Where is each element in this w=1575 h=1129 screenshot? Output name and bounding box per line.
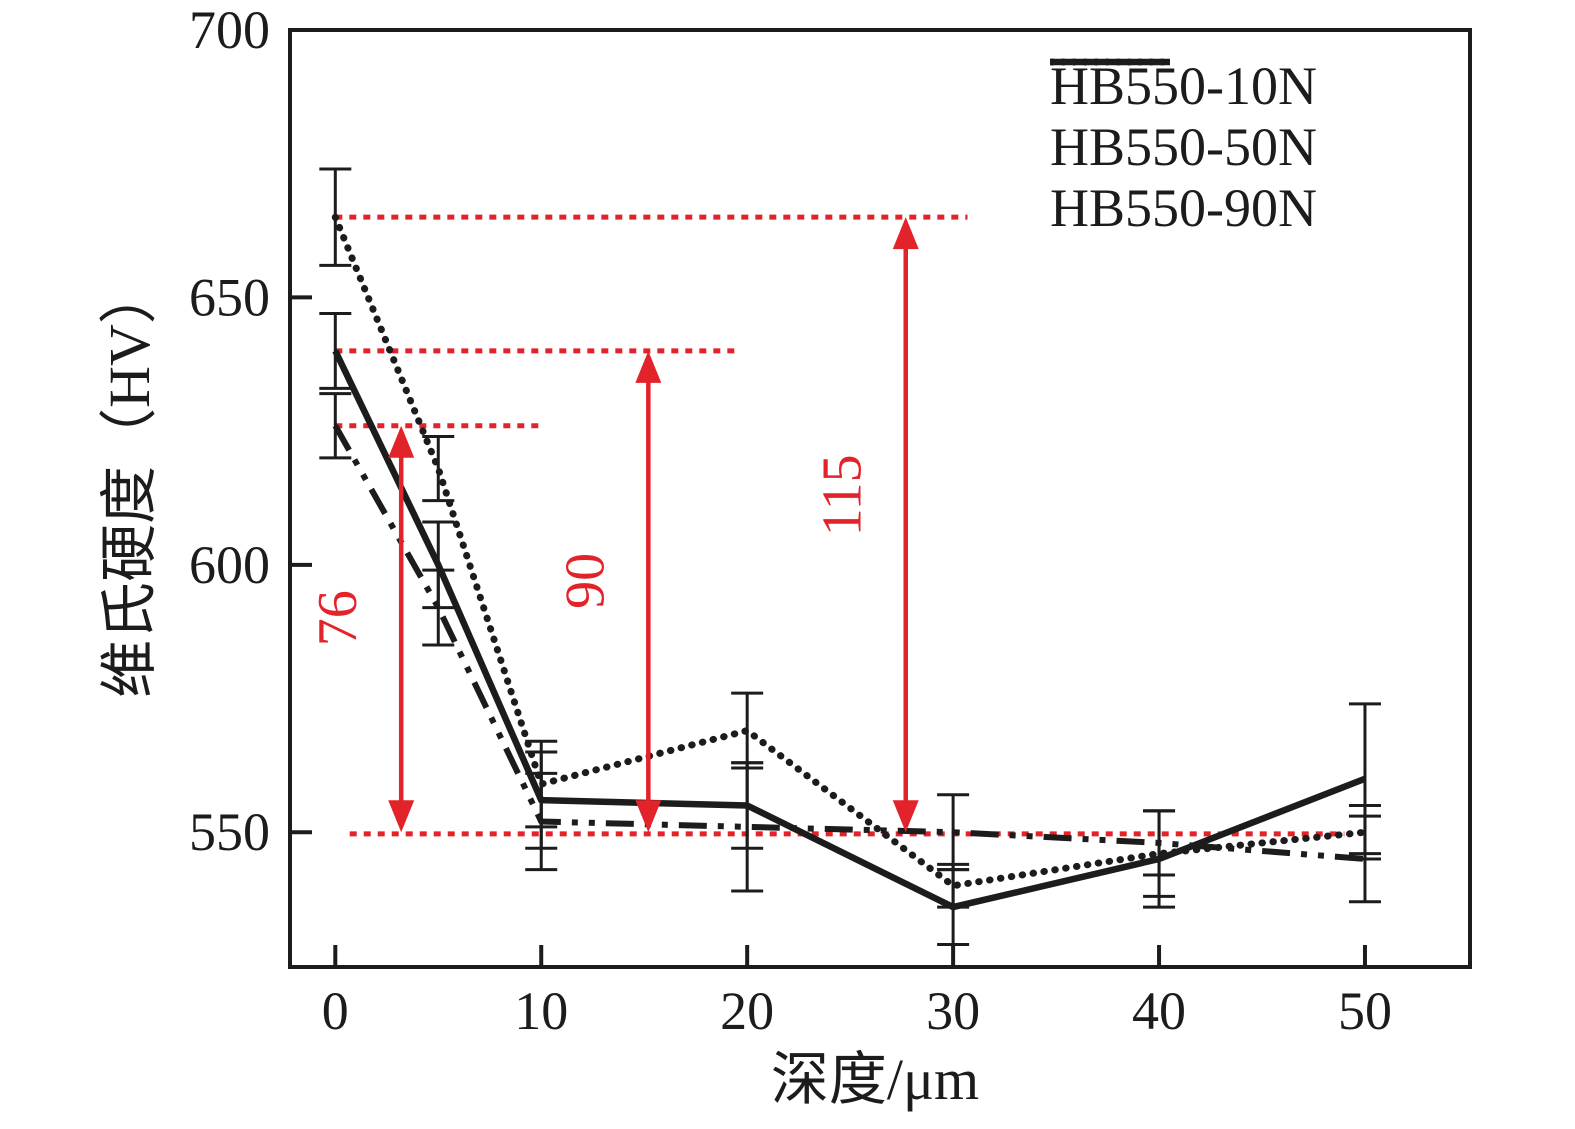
y-tick-label: 600 (189, 535, 270, 595)
legend-label: HB550-90N (1050, 178, 1317, 238)
y-tick-label: 650 (189, 267, 270, 327)
legend-label: HB550-50N (1050, 117, 1317, 177)
legend-item-hb550-90n: HB550-90N (1050, 58, 1317, 239)
y-tick-label: 700 (189, 0, 270, 60)
legend-label: HB550-10N (1050, 56, 1317, 116)
x-tick-label: 20 (720, 981, 774, 1041)
plot-border (288, 28, 1472, 969)
arrow-down-icon (635, 800, 662, 833)
legend-line-dotted-icon (1050, 58, 1170, 66)
legend: HB550-10N HB550-50N HB550-90N (1050, 56, 1317, 239)
annotation-value-label: 90 (554, 553, 616, 609)
arrow-down-icon (892, 800, 919, 833)
legend-item-hb550-50n: HB550-50N (1050, 58, 1317, 178)
series-line-hb550-90n (331, 213, 1369, 890)
x-tick-label: 10 (514, 981, 568, 1041)
arrow-down-icon (388, 800, 415, 833)
arrow-up-icon (635, 350, 662, 383)
series-line-hb550-50n (332, 349, 1367, 911)
annotation-value-label: 76 (307, 590, 369, 646)
x-tick-label: 50 (1338, 981, 1392, 1041)
x-axis-label: 深度/μm (770, 1047, 980, 1112)
x-tick-label: 40 (1132, 981, 1186, 1041)
x-tick-label: 30 (926, 981, 980, 1041)
annotation-value-label: 115 (812, 454, 874, 536)
arrow-up-icon (388, 425, 415, 458)
y-tick-label: 550 (189, 802, 270, 862)
series-line-hb550-10n (332, 424, 1366, 862)
arrow-up-icon (892, 217, 919, 250)
x-tick-label: 0 (322, 981, 349, 1041)
y-axis-label: 维氏硬度（HV） (97, 266, 162, 698)
